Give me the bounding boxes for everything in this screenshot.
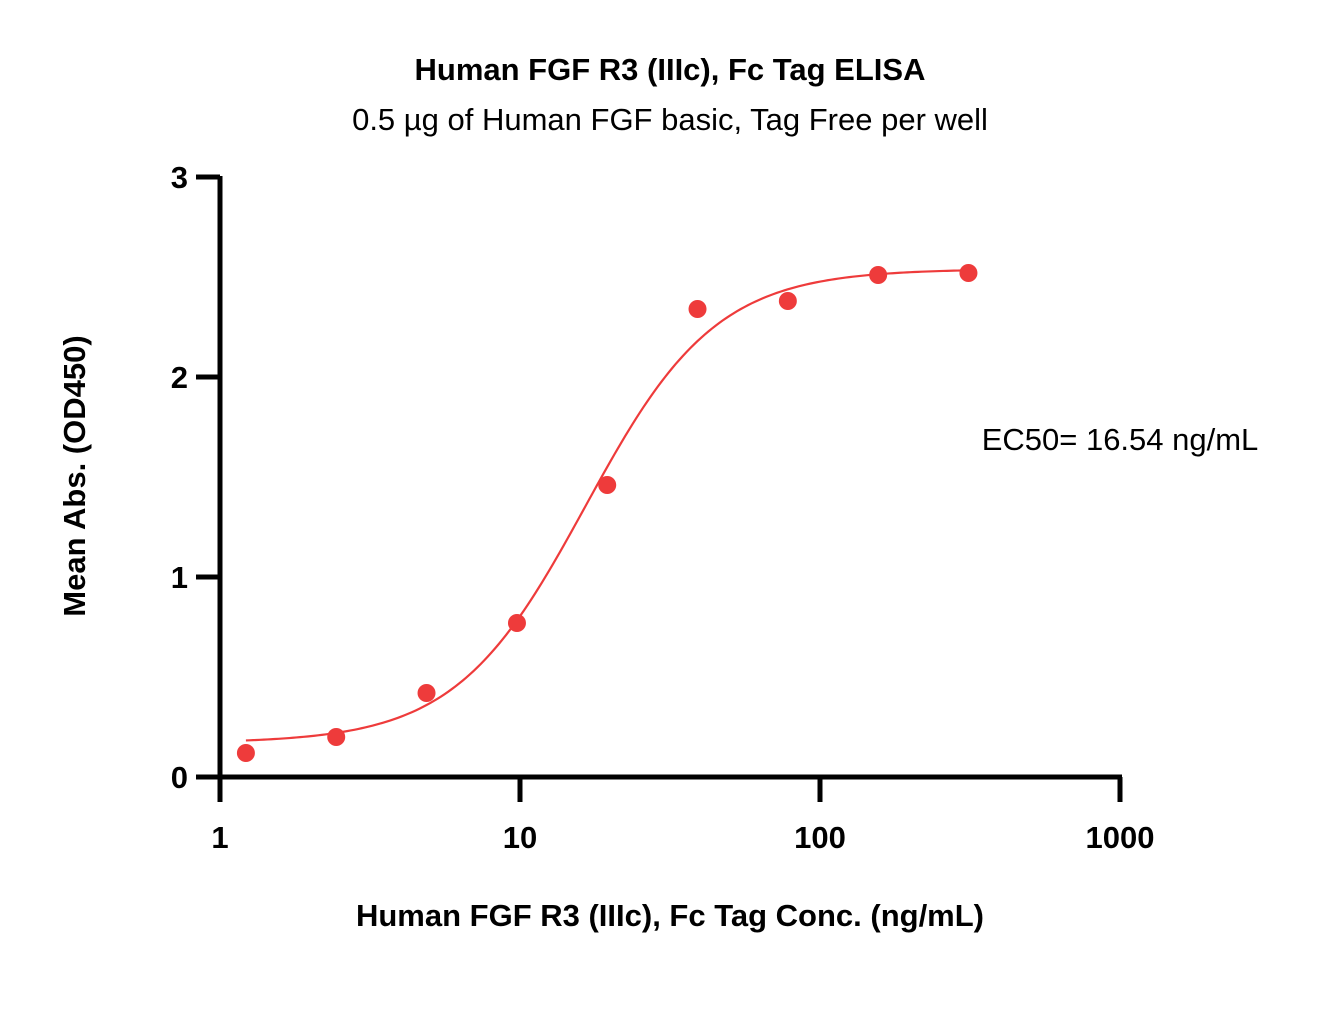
data-point [507,614,526,632]
ec50-annotation: EC50= 16.54 ng/mL [982,422,1259,457]
data-point [688,300,707,318]
x-tick-label: 10 [503,820,537,855]
data-point [236,744,255,762]
y-axis-label: Mean Abs. (OD450) [57,335,92,616]
x-axis-label: Human FGF R3 (IIIc), Fc Tag Conc. (ng/mL… [356,898,984,933]
y-tick-label: 1 [171,560,188,595]
plot-area [236,264,978,762]
data-point [417,684,436,702]
data-point [327,728,346,746]
x-tick-label: 1000 [1086,820,1155,855]
chart-subtitle: 0.5 µg of Human FGF basic, Tag Free per … [352,102,988,137]
x-tick-label: 1 [211,820,228,855]
data-point [598,476,617,494]
data-points-layer [236,264,978,762]
y-tick-label: 3 [171,160,188,195]
x-ticks: 1 10 100 1000 [211,777,1154,855]
y-tick-label: 2 [171,360,188,395]
y-tick-label: 0 [171,760,188,795]
y-ticks: 0 1 2 3 [171,160,220,795]
fit-curve [245,269,969,742]
data-point [869,266,888,284]
data-point [959,264,978,282]
data-point [778,292,797,310]
fit-curve-layer [245,269,969,742]
x-tick-label: 100 [794,820,846,855]
chart-title: Human FGF R3 (IIIc), Fc Tag ELISA [415,52,926,87]
